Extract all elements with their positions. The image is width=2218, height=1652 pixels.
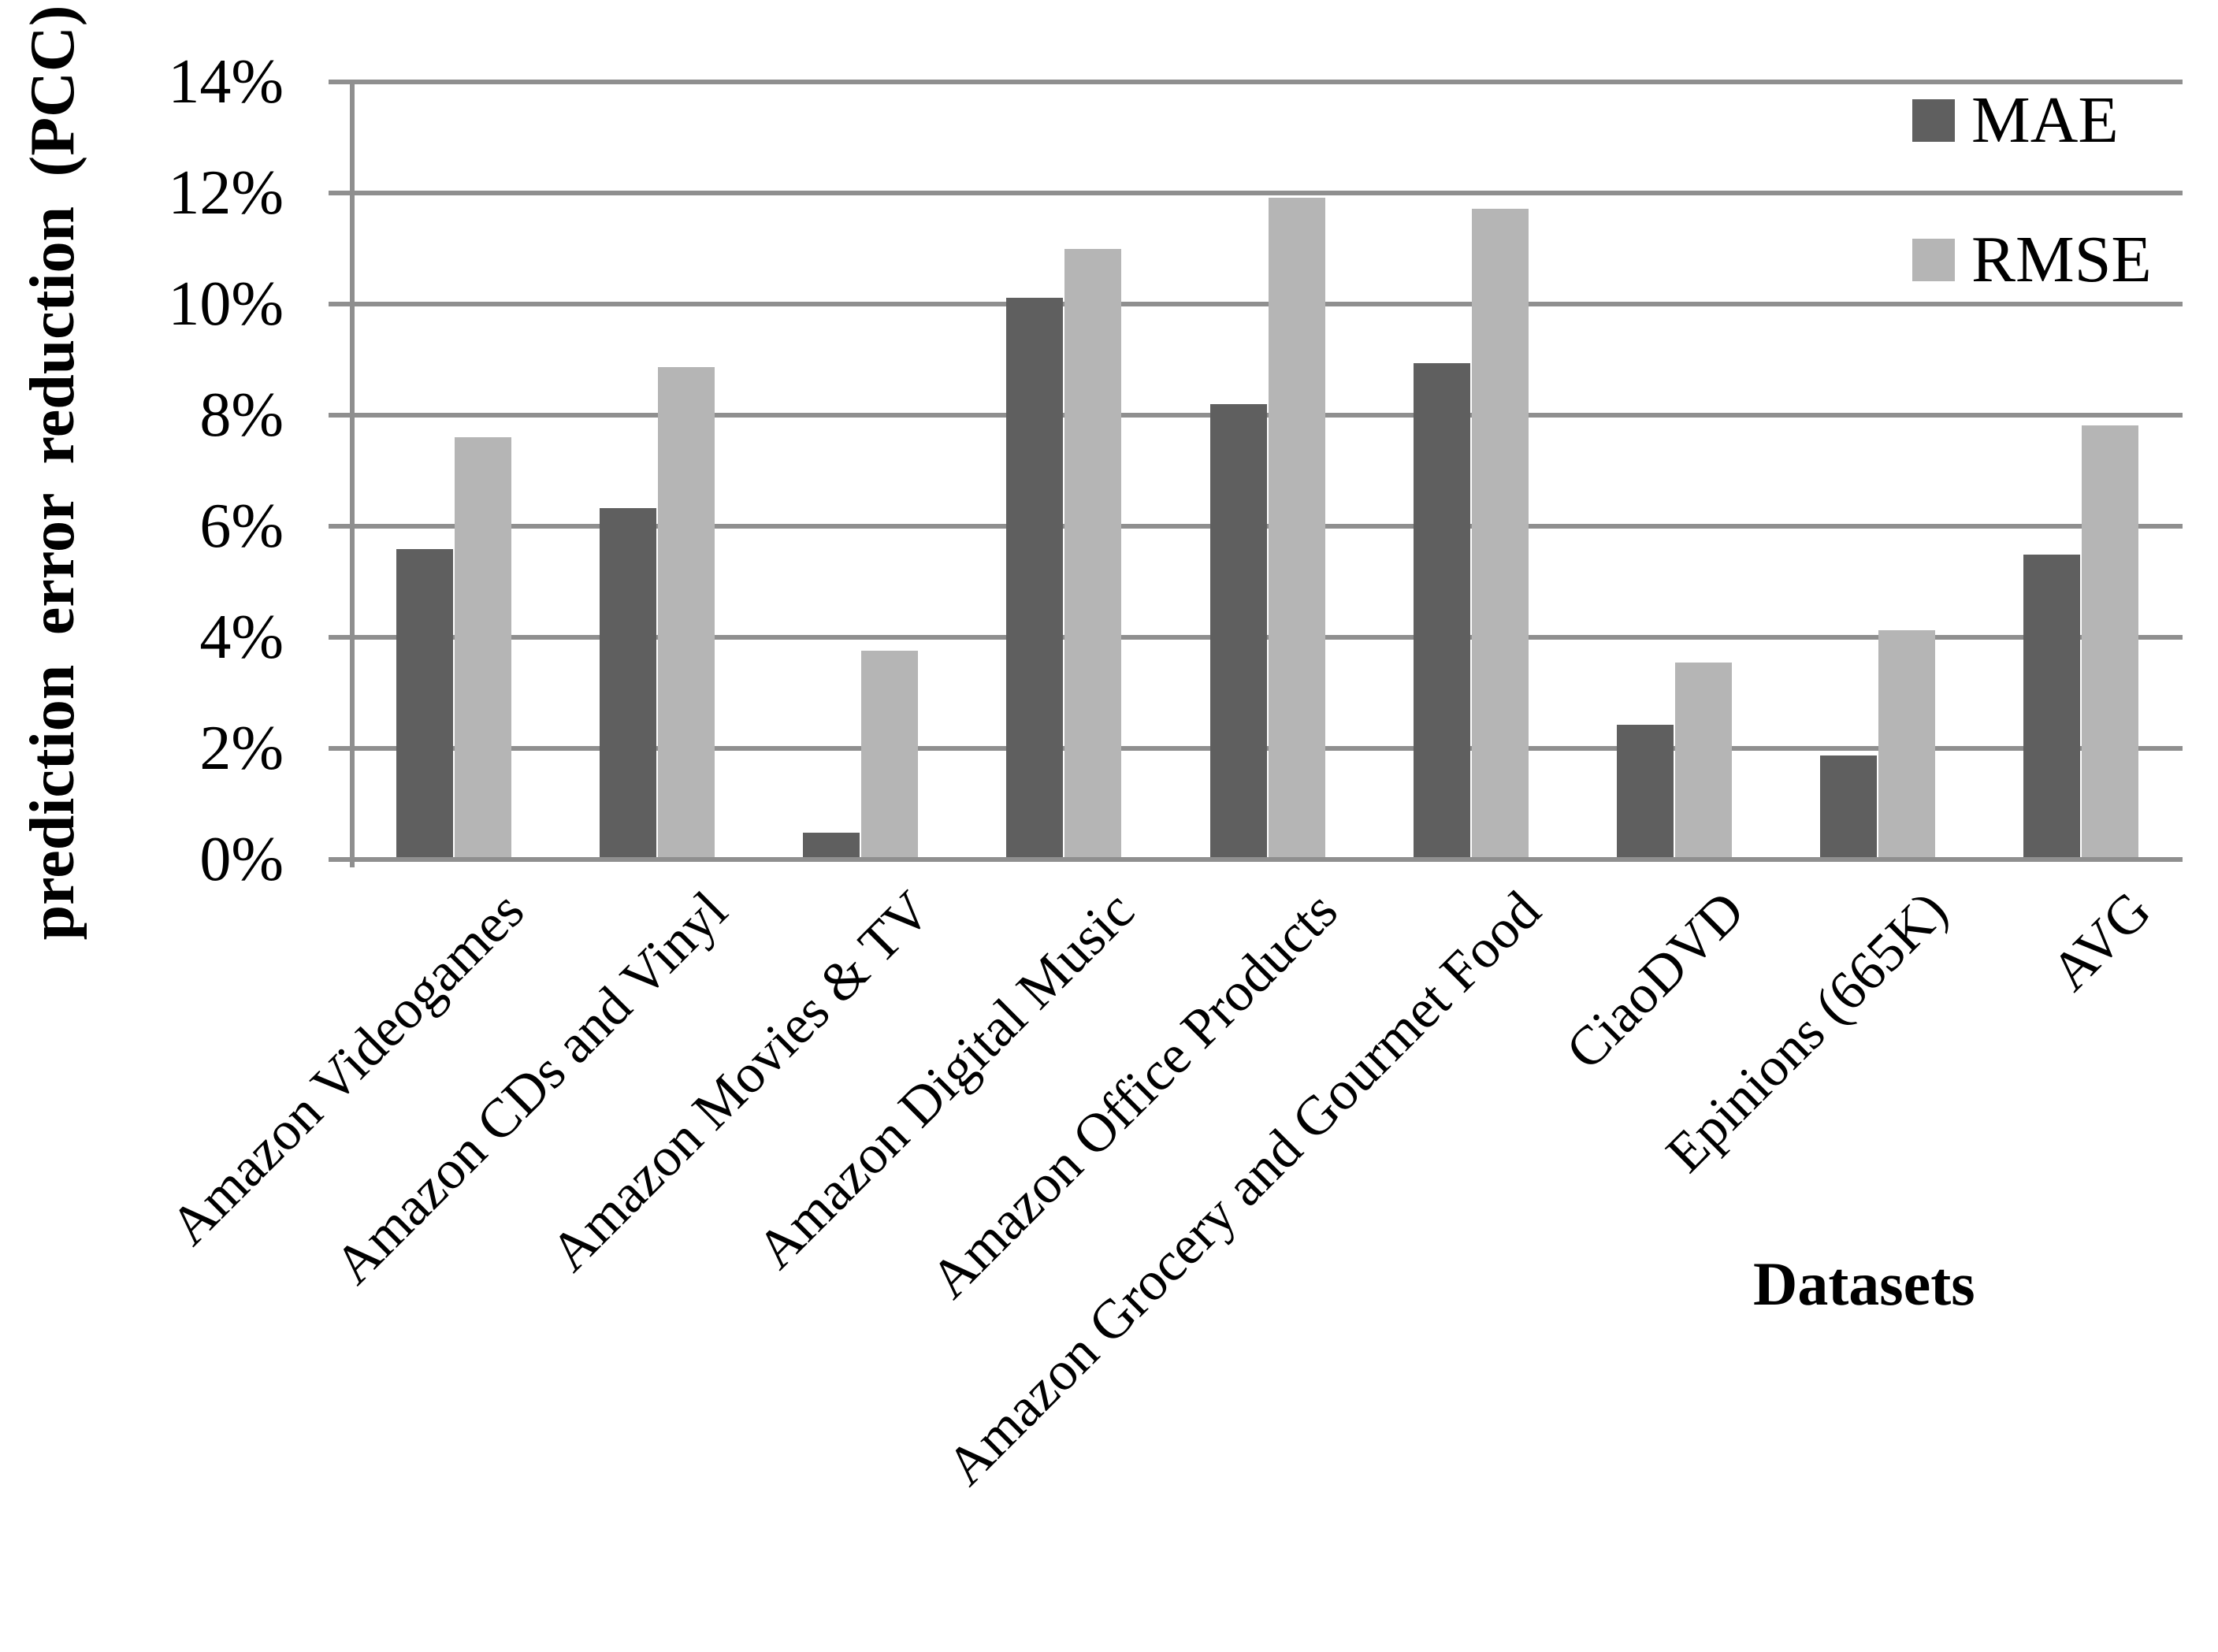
rmse-bar-amazon-office-products xyxy=(1269,198,1325,857)
y-tick-4 xyxy=(329,635,355,640)
y-tick-label-10: 10% xyxy=(168,269,284,339)
gridline-12 xyxy=(352,191,2183,195)
rmse-bar-epinions-665k xyxy=(1878,630,1935,857)
x-category-label-amazon-digital-music: Amazon Digital Music xyxy=(745,880,1146,1281)
mae-bar-amazon-digital-music xyxy=(1006,298,1063,857)
mae-bar-epinions-665k xyxy=(1820,755,1877,857)
y-tick-label-2: 2% xyxy=(199,714,284,783)
rmse-bar-amazon-videogames xyxy=(455,437,511,857)
mae-bar-ciaodvd xyxy=(1617,725,1674,857)
legend-label-mae: MAE xyxy=(1971,84,2119,157)
y-tick-label-0: 0% xyxy=(199,825,284,894)
y-tick-10 xyxy=(329,302,355,306)
rmse-bar-amazon-grocery-and-gourmet-food xyxy=(1472,209,1529,857)
rmse-bar-amazon-cds-and-vinyl xyxy=(658,367,715,857)
legend-swatch-mae xyxy=(1912,99,1955,142)
y-tick-label-6: 6% xyxy=(199,492,284,561)
legend-swatch-rmse xyxy=(1912,239,1955,281)
gridline-8 xyxy=(352,413,2183,418)
gridline-14 xyxy=(352,80,2183,84)
gridline-10 xyxy=(352,302,2183,306)
x-category-label-amazon-movies-tv: Amazon Movies & TV xyxy=(539,880,943,1283)
y-tick-8 xyxy=(329,413,355,418)
y-tick-2 xyxy=(329,746,355,751)
legend-label-rmse: RMSE xyxy=(1971,223,2152,296)
x-category-label-ciaodvd: CiaoDVD xyxy=(1555,880,1756,1082)
rmse-bar-ciaodvd xyxy=(1675,663,1732,857)
y-axis-title: prediction error reduction (PCC) xyxy=(18,5,87,941)
gridline-2 xyxy=(352,746,2183,751)
x-category-label-amazon-videogames: Amazon Videogames xyxy=(158,880,536,1257)
rmse-bar-avg xyxy=(2082,425,2138,857)
x-category-label-amazon-cds-and-vinyl: Amazon CDs and Vinyl xyxy=(323,880,739,1296)
gridline-0 xyxy=(352,857,2183,862)
y-tick-14 xyxy=(329,80,355,84)
mae-bar-amazon-movies-tv xyxy=(803,833,860,857)
y-axis-line xyxy=(350,80,355,867)
rmse-bar-amazon-movies-tv xyxy=(861,651,918,857)
mae-bar-amazon-cds-and-vinyl xyxy=(600,508,656,857)
y-tick-label-12: 12% xyxy=(168,158,284,228)
x-category-label-amazon-office-products: Amazon Office Products xyxy=(919,880,1350,1310)
mae-bar-avg xyxy=(2023,555,2080,857)
rmse-bar-amazon-digital-music xyxy=(1064,249,1121,857)
mae-bar-amazon-office-products xyxy=(1210,404,1267,857)
y-tick-0 xyxy=(329,857,355,862)
x-axis-title: Datasets xyxy=(1753,1249,1975,1318)
y-tick-6 xyxy=(329,524,355,529)
y-tick-label-4: 4% xyxy=(199,603,284,672)
gridline-6 xyxy=(352,524,2183,529)
y-tick-label-14: 14% xyxy=(168,47,284,117)
mae-bar-amazon-grocery-and-gourmet-food xyxy=(1414,363,1470,857)
y-tick-label-8: 8% xyxy=(199,381,284,450)
gridline-4 xyxy=(352,635,2183,640)
y-tick-12 xyxy=(329,191,355,195)
x-category-label-avg: AVG xyxy=(2040,880,2163,1003)
mae-bar-amazon-videogames xyxy=(396,549,453,857)
